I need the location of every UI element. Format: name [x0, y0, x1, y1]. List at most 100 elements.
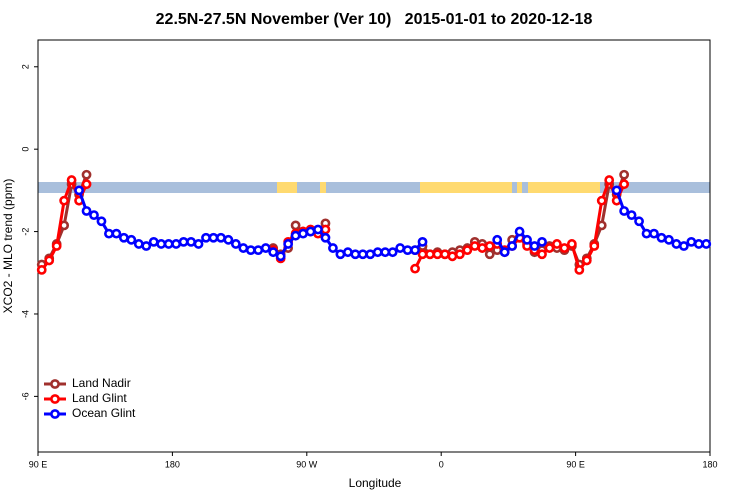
- data-point: [305, 226, 316, 237]
- data-point: [320, 232, 331, 243]
- data-point: [537, 236, 547, 247]
- legend-label: Ocean Glint: [72, 406, 136, 420]
- data-point: [59, 195, 70, 206]
- land-strip: [320, 182, 326, 193]
- legend-marker: [50, 379, 60, 389]
- y-tick-label: 2: [20, 64, 30, 69]
- data-point: [649, 228, 659, 239]
- x-tick-label: 90 E: [29, 459, 48, 469]
- data-point: [611, 185, 622, 196]
- y-axis-label: XCO2 - MLO trend (ppm): [1, 179, 15, 314]
- data-point: [81, 169, 92, 180]
- data-point: [387, 247, 398, 258]
- data-point: [417, 236, 428, 247]
- data-point: [283, 239, 294, 249]
- data-point: [686, 236, 697, 247]
- data-point: [111, 228, 122, 239]
- data-point: [148, 236, 159, 247]
- data-point: [36, 264, 47, 275]
- data-point: [89, 210, 99, 220]
- data-point: [357, 249, 368, 260]
- data-point: [410, 263, 420, 274]
- data-point: [589, 241, 600, 251]
- land-ocean-strip: [38, 182, 710, 193]
- series: [74, 185, 712, 262]
- data-point: [126, 234, 137, 245]
- ocean-strip: [38, 182, 710, 193]
- data-point: [641, 228, 652, 239]
- data-point: [51, 241, 62, 251]
- data-point: [499, 247, 510, 258]
- x-tick-label: 180: [702, 459, 717, 469]
- legend-label: Land Nadir: [72, 376, 131, 390]
- data-point: [671, 239, 682, 249]
- legend-marker: [50, 409, 60, 419]
- y-tick-label: -6: [20, 392, 30, 400]
- data-point: [245, 245, 256, 256]
- x-tick-label: 180: [165, 459, 180, 469]
- data-point: [693, 239, 704, 249]
- y-tick-label: -4: [20, 310, 30, 318]
- data-point: [335, 249, 346, 260]
- data-point: [238, 243, 249, 253]
- data-point: [320, 224, 331, 235]
- data-point: [275, 251, 286, 262]
- data-point: [298, 228, 308, 239]
- data-point: [208, 232, 219, 243]
- data-point: [74, 185, 84, 196]
- data-point: [118, 232, 129, 243]
- x-tick-label: 90 W: [296, 459, 318, 469]
- data-point: [380, 247, 391, 258]
- data-point: [529, 241, 540, 251]
- data-point: [469, 241, 480, 251]
- data-point: [619, 179, 630, 190]
- data-point: [522, 234, 532, 245]
- data-point: [425, 249, 435, 260]
- legend-label: Land Glint: [72, 391, 127, 405]
- data-point: [186, 236, 196, 247]
- data-point: [350, 249, 361, 260]
- data-point: [701, 239, 712, 249]
- data-point: [163, 239, 174, 249]
- data-point: [634, 216, 644, 227]
- data-point: [552, 239, 562, 249]
- data-point: [604, 175, 615, 185]
- data-point: [492, 234, 503, 245]
- data-point: [223, 234, 234, 245]
- data-point: [81, 179, 92, 190]
- data-point: [507, 241, 518, 251]
- data-point: [268, 247, 279, 258]
- data-point: [96, 216, 107, 227]
- data-point: [484, 249, 495, 260]
- data-point: [201, 232, 211, 243]
- data-point: [193, 239, 204, 249]
- data-point: [462, 245, 473, 256]
- data-point: [171, 239, 182, 249]
- data-point: [664, 234, 674, 245]
- data-point: [596, 195, 607, 206]
- data-point: [432, 249, 443, 260]
- data-point: [290, 220, 301, 231]
- land-strip: [277, 182, 297, 193]
- land-strip: [528, 182, 600, 193]
- data-point: [678, 241, 689, 251]
- data-point: [626, 210, 637, 220]
- data-point: [619, 206, 630, 216]
- data-point: [313, 224, 323, 235]
- land-strip: [517, 182, 522, 193]
- data-point: [66, 175, 77, 185]
- data-point: [544, 243, 555, 253]
- data-point: [454, 249, 465, 260]
- data-point: [260, 243, 271, 253]
- data-point: [417, 249, 428, 260]
- data-point: [44, 255, 55, 266]
- x-tick-label: 0: [439, 459, 444, 469]
- data-point: [81, 206, 92, 216]
- data-point: [440, 249, 450, 260]
- x-tick-label: 90 E: [566, 459, 585, 469]
- data-point: [342, 247, 353, 258]
- y-tick-label: 0: [20, 147, 30, 152]
- data-point: [559, 243, 570, 253]
